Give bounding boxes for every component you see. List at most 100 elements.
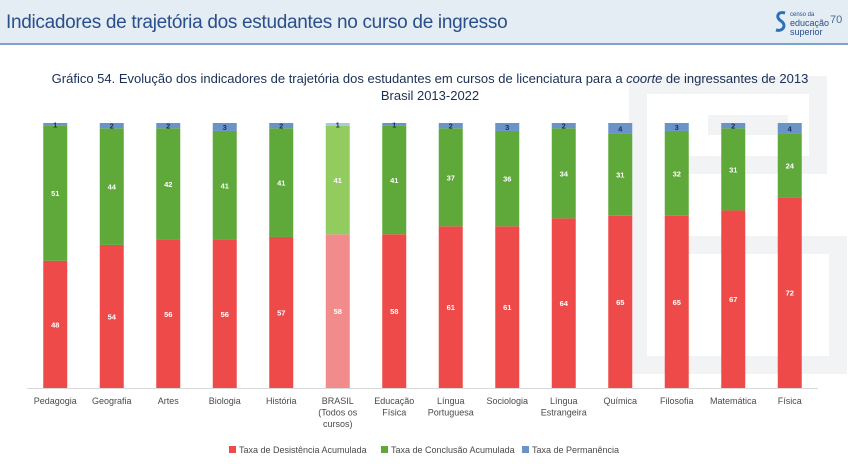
bar-desistencia [99, 244, 124, 388]
category-label: BRASIL [322, 396, 354, 406]
logo-line-3: superior [790, 27, 823, 37]
censo-logo: censo da educação superior [774, 8, 830, 38]
category-label: Física [778, 396, 802, 406]
data-label: 1 [336, 120, 340, 129]
category-label: Língua [550, 396, 578, 406]
bar-conclusao [382, 125, 407, 235]
category-label: Física [382, 408, 406, 418]
data-label: 41 [221, 181, 229, 190]
data-label: 58 [334, 307, 342, 316]
data-label: 34 [560, 169, 569, 178]
bar-permanencia [43, 123, 68, 126]
category-label: Estrangeira [541, 408, 587, 418]
stacked-bar-chart: 48511Pedagogia54442Geografia56422Artes56… [27, 120, 818, 455]
legend-label: Taxa de Desistência Acumulada [239, 445, 367, 455]
category-label: Pedagogia [34, 396, 77, 406]
data-label: 3 [505, 123, 509, 132]
data-label: 41 [334, 176, 342, 185]
data-label: 2 [731, 122, 735, 131]
data-label: 65 [673, 298, 681, 307]
category-label: (Todos os [318, 408, 358, 418]
chart-title-part-2: de ingressantes de 2013 [662, 71, 809, 86]
header-bar: Indicadores de trajetória dos estudantes… [0, 0, 848, 45]
bar-desistencia [608, 215, 633, 388]
bar-desistencia [551, 218, 576, 388]
chart-title-line-1: Gráfico 54. Evolução dos indicadores de … [50, 70, 810, 87]
data-label: 48 [51, 320, 59, 329]
logo-mark-icon [775, 11, 786, 32]
bar-desistencia [269, 236, 294, 388]
data-label: 2 [110, 122, 114, 131]
bar-desistencia [438, 226, 463, 388]
bar-permanencia [664, 123, 689, 131]
data-label: 4 [788, 124, 793, 133]
data-label: 1 [53, 120, 57, 129]
data-label: 41 [390, 176, 398, 185]
data-label: 3 [675, 123, 679, 132]
bar-conclusao [269, 128, 294, 237]
data-label: 58 [390, 307, 398, 316]
bar-desistencia [721, 210, 746, 388]
bar-conclusao [721, 128, 746, 211]
data-label: 2 [449, 122, 453, 131]
category-label: Artes [158, 396, 180, 406]
data-label: 2 [166, 122, 170, 131]
bar-permanencia [438, 123, 463, 129]
bar-permanencia [721, 123, 746, 129]
bar-desistencia [777, 197, 802, 388]
bar-permanencia [551, 123, 576, 129]
data-label: 57 [277, 308, 285, 317]
bar-permanencia [212, 123, 237, 131]
chart-title-italic: coorte [626, 71, 663, 86]
category-label: Sociologia [486, 396, 528, 406]
data-label: 2 [562, 122, 566, 131]
legend-swatch [522, 446, 529, 453]
chart-title: Gráfico 54. Evolução dos indicadores de … [50, 70, 810, 104]
data-label: 31 [616, 171, 624, 180]
category-label: cursos) [323, 419, 353, 429]
bar-conclusao [43, 125, 68, 261]
data-label: 65 [616, 298, 624, 307]
category-label: Filosofia [660, 396, 694, 406]
category-label: Educação [374, 396, 414, 406]
bar-desistencia [664, 215, 689, 388]
bar-permanencia [608, 123, 633, 134]
category-label: Biologia [209, 396, 241, 406]
logo-line-2: educação [790, 18, 830, 28]
bar-conclusao [777, 133, 802, 198]
data-label: 24 [786, 161, 795, 170]
data-label: 72 [786, 289, 794, 298]
bar-permanencia [495, 123, 520, 131]
bar-conclusao [551, 128, 576, 219]
bar-conclusao [664, 130, 689, 216]
logo-line-1: censo da [790, 12, 815, 18]
category-label: História [266, 396, 297, 406]
category-label: Química [603, 396, 637, 406]
bar-conclusao [212, 130, 237, 240]
bar-permanencia [99, 123, 124, 129]
chart-title-line-2: Brasil 2013-2022 [380, 88, 480, 103]
legend-swatch [381, 446, 388, 453]
data-label: 56 [221, 310, 229, 319]
bar-desistencia [43, 260, 68, 388]
bar-conclusao [438, 128, 463, 227]
bar-desistencia [382, 234, 407, 388]
data-label: 54 [108, 312, 117, 321]
data-label: 41 [277, 179, 285, 188]
data-label: 4 [618, 124, 623, 133]
bar-permanencia [325, 123, 350, 126]
data-label: 67 [729, 295, 737, 304]
bar-conclusao [495, 130, 520, 227]
bar-permanencia [777, 123, 802, 134]
data-label: 56 [164, 310, 172, 319]
data-label: 64 [560, 299, 569, 308]
data-label: 32 [673, 169, 681, 178]
bar-desistencia [156, 239, 181, 388]
data-label: 61 [503, 303, 511, 312]
legend-swatch [229, 446, 236, 453]
category-label: Portuguesa [428, 408, 474, 418]
data-label: 36 [503, 175, 511, 184]
bar-permanencia [269, 123, 294, 129]
bar-conclusao [608, 133, 633, 216]
legend-label: Taxa de Conclusão Acumulada [391, 445, 515, 455]
